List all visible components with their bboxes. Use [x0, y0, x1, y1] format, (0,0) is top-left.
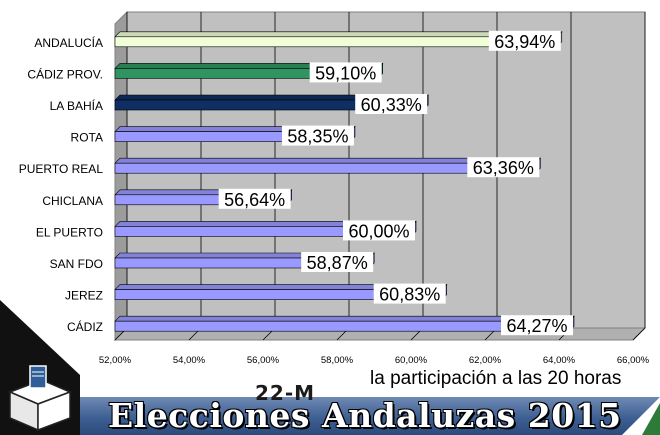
election-banner — [0, 397, 660, 435]
value-label-box — [218, 188, 291, 209]
category-label: SAN FDO — [50, 257, 103, 271]
bar — [114, 283, 448, 301]
x-tick-label: 66,00% — [617, 355, 650, 366]
x-tick-label: 54,00% — [173, 355, 206, 366]
value-label: 56,64% — [224, 190, 285, 210]
value-label-box — [488, 30, 561, 51]
x-tick-label: 52,00% — [99, 355, 132, 366]
category-label: ANDALUCÍA — [34, 35, 103, 50]
value-label-box — [343, 220, 415, 241]
x-tick-label: 64,00% — [543, 355, 576, 366]
category-label: JEREZ — [65, 289, 103, 303]
category-label: CÁDIZ — [67, 319, 103, 334]
category-label: CÁDIZ PROV. — [27, 66, 103, 81]
value-label: 63,94% — [494, 32, 555, 52]
value-label: 60,00% — [348, 221, 409, 241]
value-label: 58,87% — [307, 253, 368, 273]
x-tick-label: 58,00% — [321, 355, 354, 366]
value-label-box — [309, 62, 382, 83]
value-label-box — [281, 125, 354, 146]
x-tick-label: 56,00% — [247, 355, 280, 366]
value-label-box — [301, 252, 374, 272]
x-tick-label: 62,00% — [469, 355, 502, 366]
value-label: 60,83% — [379, 285, 440, 305]
ballot-box-icon — [0, 300, 80, 435]
value-label-box — [355, 94, 428, 114]
value-label: 60,33% — [361, 95, 422, 115]
value-label: 59,10% — [315, 63, 376, 83]
x-tick-label: 60,00% — [395, 355, 428, 366]
chart-subtitle: la participación a las 20 horas — [370, 368, 622, 389]
category-label: CHICLANA — [42, 194, 103, 208]
date-tag: 22-M — [255, 381, 316, 405]
value-label-box — [467, 157, 540, 178]
value-label-box — [500, 315, 573, 336]
category-label: LA BAHÍA — [50, 98, 103, 113]
banner-title: Elecciones Andaluzas 2015 — [108, 396, 622, 435]
value-label-box — [373, 283, 446, 304]
value-label: 58,35% — [287, 127, 348, 147]
category-label: EL PUERTO — [36, 225, 103, 239]
value-label: 64,27% — [506, 316, 567, 336]
category-label: PUERTO REAL — [19, 162, 104, 176]
corner-decoration — [622, 397, 660, 435]
value-label: 63,36% — [473, 158, 534, 178]
bar-front — [114, 320, 570, 332]
grid-floor-line — [632, 327, 646, 341]
category-label: ROTA — [71, 131, 103, 145]
